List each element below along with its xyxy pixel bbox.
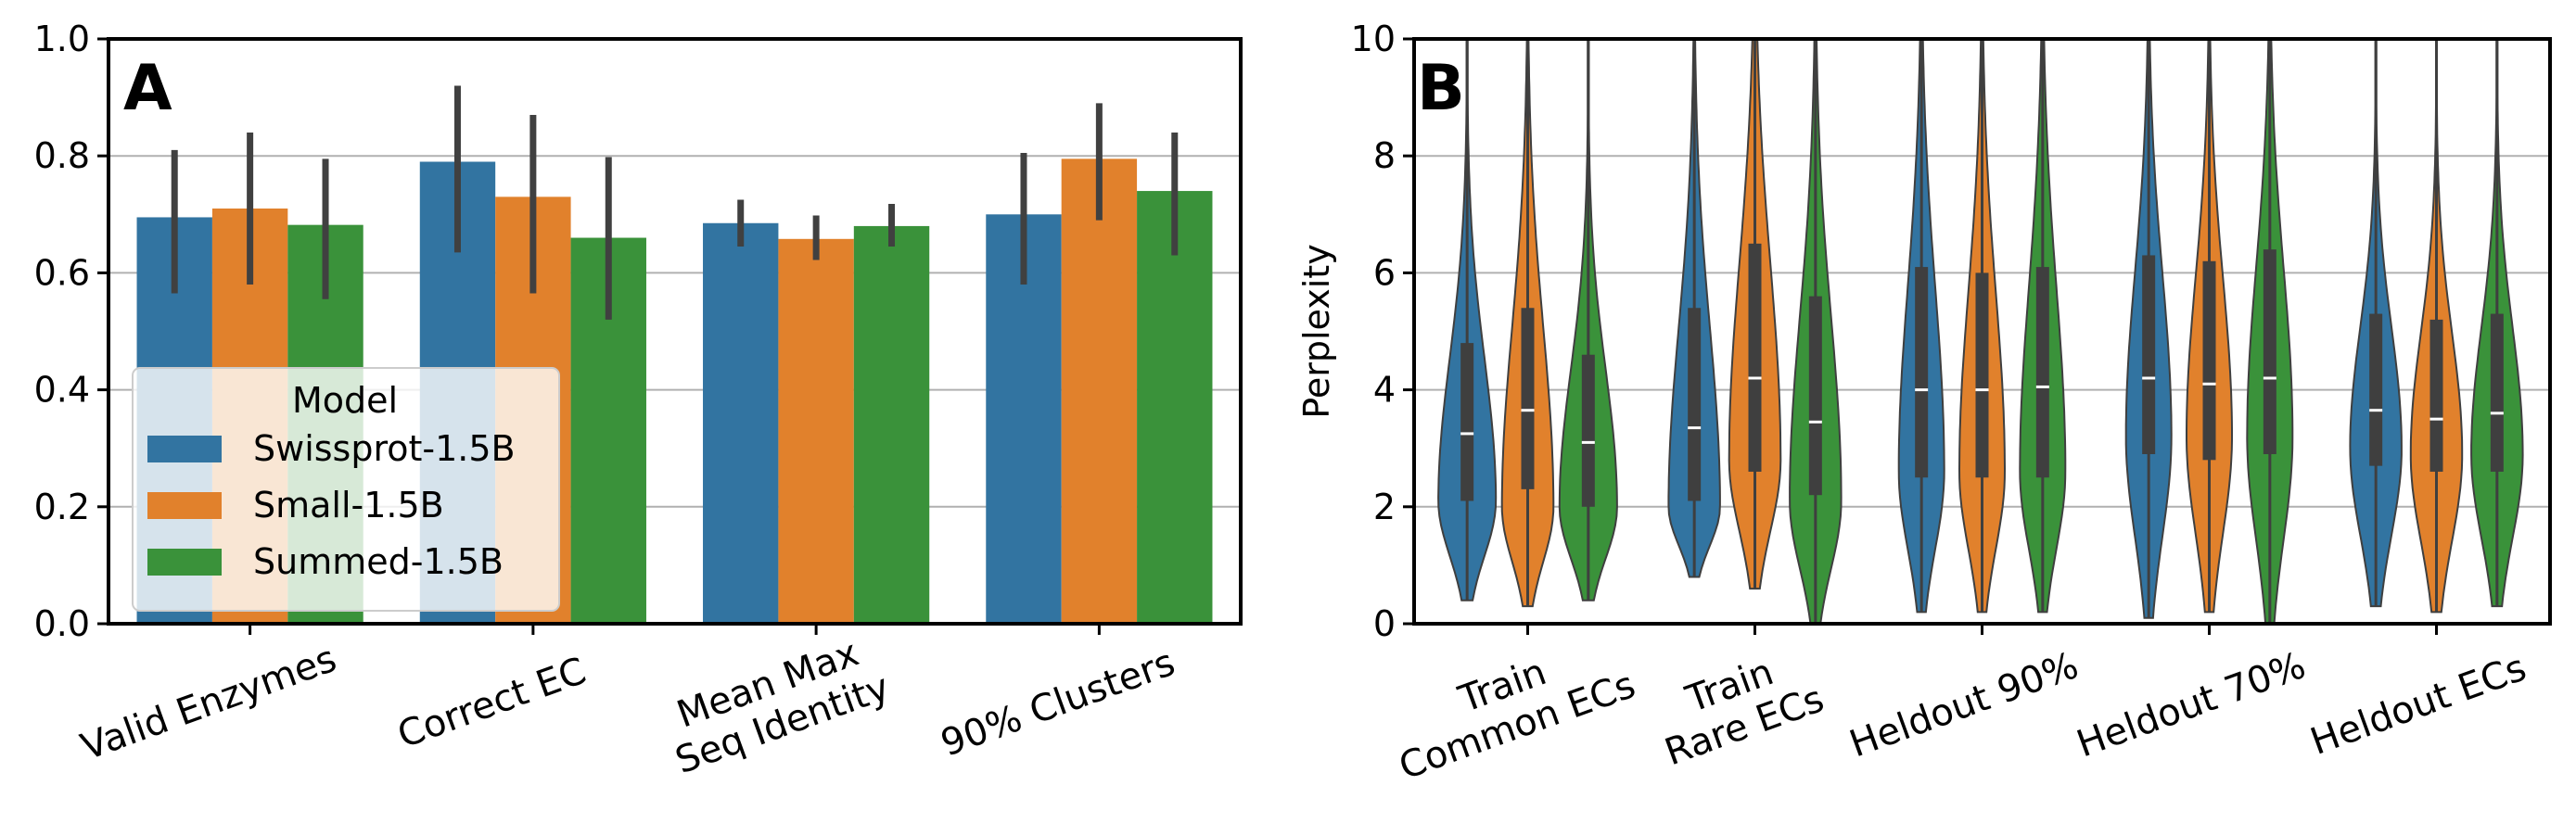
axes-frame	[107, 37, 1243, 626]
legend-title: Model	[292, 380, 398, 421]
x-tick-label: 90% Clusters	[936, 641, 1180, 766]
legend-swatch	[147, 436, 222, 462]
legend-entry: Small-1.5B	[253, 485, 444, 525]
bar	[1137, 191, 1213, 624]
x-tick-label: Correct EC	[392, 650, 592, 757]
violin-iqr-box	[1748, 243, 1762, 472]
x-tick-label: TrainCommon ECs	[1379, 624, 1640, 789]
bar	[1061, 158, 1138, 625]
x-tick-label-line: Heldout ECs	[2305, 647, 2532, 764]
y-axis-label: Perplexity	[1296, 244, 1337, 418]
y-tick-label: 0.2	[34, 487, 90, 527]
y-tick-label: 1.0	[34, 19, 90, 59]
violin-iqr-box	[2263, 249, 2276, 455]
bar	[853, 225, 930, 625]
panel-label: A	[123, 52, 172, 125]
panel-label: B	[1417, 52, 1465, 125]
legend-entry: Summed-1.5B	[253, 541, 504, 582]
y-tick-label: 6	[1373, 252, 1396, 293]
legend-swatch	[147, 549, 222, 576]
x-tick-label: Heldout 70%	[2072, 644, 2311, 766]
violin-iqr-box	[1581, 354, 1595, 507]
y-tick-label: 0.6	[34, 252, 90, 293]
legend-entry: Swissprot-1.5B	[253, 428, 516, 469]
violin-iqr-box	[1688, 308, 1702, 501]
y-tick-label: 10	[1351, 19, 1396, 59]
y-tick-label: 2	[1373, 487, 1396, 527]
x-tick-label: TrainRare ECs	[1645, 638, 1830, 774]
y-tick-label: 0.8	[34, 135, 90, 176]
violin-iqr-box	[2035, 267, 2049, 478]
panel-b-violin-chart: 0 2 4 6 8 10 Perplexity TrainCommon ECs TrainRar…	[1296, 19, 2552, 789]
x-tick-label-line: 90% Clusters	[936, 641, 1180, 766]
violin-iqr-box	[2202, 260, 2216, 461]
y-tick-label: 0.0	[34, 603, 90, 644]
violin-iqr-box	[1915, 267, 1929, 478]
x-tick-label-line: Valid Enzymes	[76, 638, 342, 769]
violin-iqr-box	[2429, 319, 2443, 472]
y-tick-label: 0	[1373, 603, 1396, 644]
y-tick-label: 8	[1373, 135, 1396, 176]
x-tick-label-line: Correct EC	[392, 650, 592, 757]
bar	[703, 222, 779, 624]
violin-iqr-box	[1521, 308, 1535, 489]
violin-iqr-box	[1460, 343, 1474, 501]
violin-iqr-box	[1975, 272, 1989, 478]
x-tick-label: Heldout 90%	[1844, 644, 2084, 766]
y-tick-label: 0.4	[34, 370, 90, 411]
violin-iqr-box	[2142, 255, 2156, 455]
violin-iqr-box	[2369, 313, 2383, 466]
violin-iqr-box	[2490, 313, 2504, 472]
x-tick-label: Valid Enzymes	[76, 638, 342, 769]
violin-iqr-box	[1808, 296, 1822, 496]
panel-a-bar-chart: 0.0 0.2 0.4 0.6 0.8 1.0 Valid Enzymes Correct E…	[34, 19, 1243, 782]
legend-swatch	[147, 492, 222, 519]
x-tick-label-line: Heldout 90%	[1844, 644, 2084, 766]
legend-box	[132, 367, 560, 612]
x-tick-label-line: Heldout 70%	[2072, 644, 2311, 766]
x-tick-label: Heldout ECs	[2305, 647, 2532, 764]
y-tick-label: 4	[1373, 370, 1396, 411]
bar	[778, 238, 854, 624]
x-tick-label: Mean MaxSeq Identity	[656, 626, 895, 782]
